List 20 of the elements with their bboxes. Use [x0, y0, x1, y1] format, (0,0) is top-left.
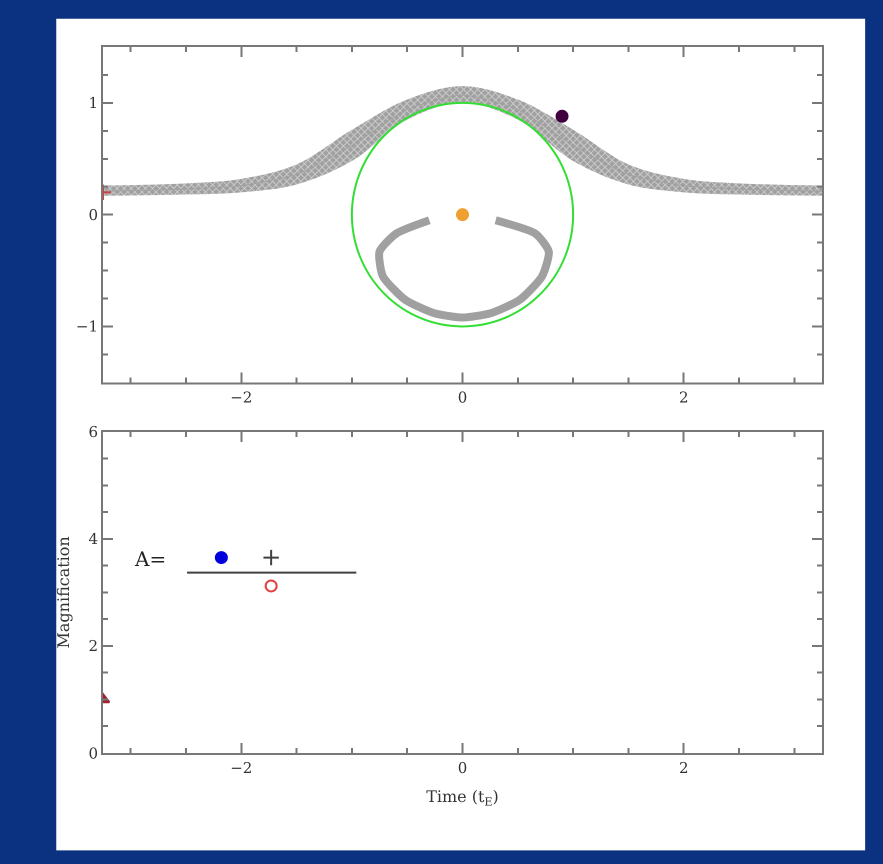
point: [264, 579, 278, 592]
y-tick-label: 4: [88, 530, 98, 548]
x-tick-label: 2: [678, 759, 689, 777]
point: [556, 110, 569, 123]
y-tick-label: 0: [88, 744, 98, 762]
y-tick-label: 6: [88, 423, 98, 442]
annotation: A=: [134, 547, 166, 571]
x-tick-label: 0: [458, 759, 468, 777]
y-tick-label: 2: [88, 637, 98, 656]
point: [262, 548, 280, 566]
y-tick-label: 1: [88, 94, 98, 112]
x-tick-label: 2: [678, 388, 689, 406]
y-axis-title: Magnification: [54, 536, 73, 649]
x-tick-label: −2: [230, 759, 252, 777]
x-tick-label: 0: [458, 388, 468, 406]
y-tick-label: 0: [88, 206, 98, 224]
point: [214, 551, 228, 564]
x-axis-title: Time (t$_{E}$): [426, 787, 499, 809]
y-tick-label: −1: [76, 318, 98, 336]
x-tick-label: −2: [230, 388, 252, 406]
